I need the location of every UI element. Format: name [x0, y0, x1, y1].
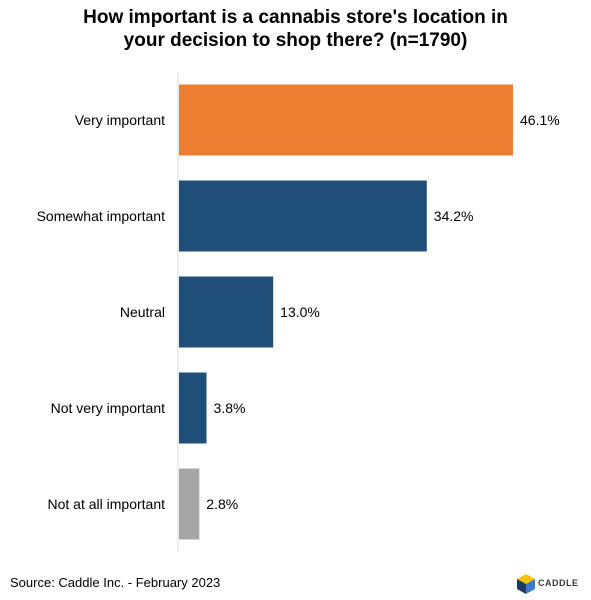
category-label-1: Somewhat important	[37, 208, 166, 224]
value-label-1: 34.2%	[434, 208, 474, 224]
category-label-0: Very important	[75, 112, 165, 128]
bar-4	[179, 468, 200, 540]
value-label-3: 3.8%	[214, 400, 246, 416]
bar-2	[179, 276, 274, 348]
bar-1	[179, 180, 427, 252]
chart-title: How important is a cannabis store's loca…	[0, 6, 591, 52]
value-label-2: 13.0%	[280, 304, 320, 320]
bar-3	[179, 372, 207, 444]
caddle-logo: CADDLE	[516, 572, 588, 596]
bar-0	[179, 84, 513, 156]
category-label-3: Not very important	[51, 400, 165, 416]
value-label-4: 2.8%	[206, 496, 238, 512]
chart-title-line-1: How important is a cannabis store's loca…	[83, 7, 508, 28]
caddle-cube-icon	[517, 574, 535, 594]
category-label-4: Not at all important	[48, 496, 166, 512]
value-label-0: 46.1%	[520, 112, 560, 128]
category-label-2: Neutral	[120, 304, 165, 320]
chart-title-line-2: your decision to shop there? (n=1790)	[123, 30, 468, 51]
source-note: Source: Caddle Inc. - February 2023	[10, 575, 221, 590]
caddle-logo-text: CADDLE	[538, 578, 579, 588]
